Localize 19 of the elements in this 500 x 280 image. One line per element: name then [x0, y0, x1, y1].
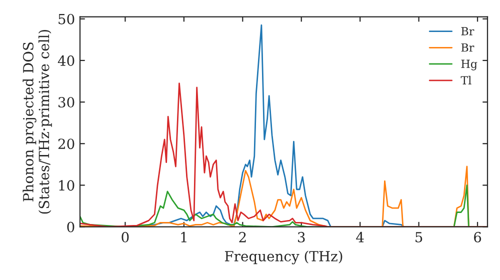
y-tick-label: 0 [67, 222, 74, 232]
x-tick-label: 6 [474, 232, 482, 242]
y-tick-label: 40 [58, 55, 74, 66]
legend-label: Br [461, 27, 474, 36]
x-tick-label: 0 [122, 232, 129, 242]
y-tick-label: 10 [59, 180, 74, 191]
y-tick-label: 30 [58, 97, 74, 108]
y-axis-title: Phonon projected DOS (States/THz·primitive cell) [22, 30, 52, 214]
x-axis-title: Frequency (THz) [224, 250, 342, 264]
x-tick-label: 5 [416, 232, 422, 242]
legend-label: Br [461, 43, 474, 52]
y-tick-label: 50 [58, 14, 74, 24]
x-tick-label: 2 [239, 232, 246, 242]
x-tick-label: 3 [298, 232, 305, 242]
x-tick-label: 4 [356, 232, 364, 242]
legend-label: Tl [460, 76, 472, 84]
x-tick-label: 1 [181, 232, 186, 242]
y-tick-label: 20 [58, 138, 74, 150]
legend-label: Hg [461, 60, 478, 70]
